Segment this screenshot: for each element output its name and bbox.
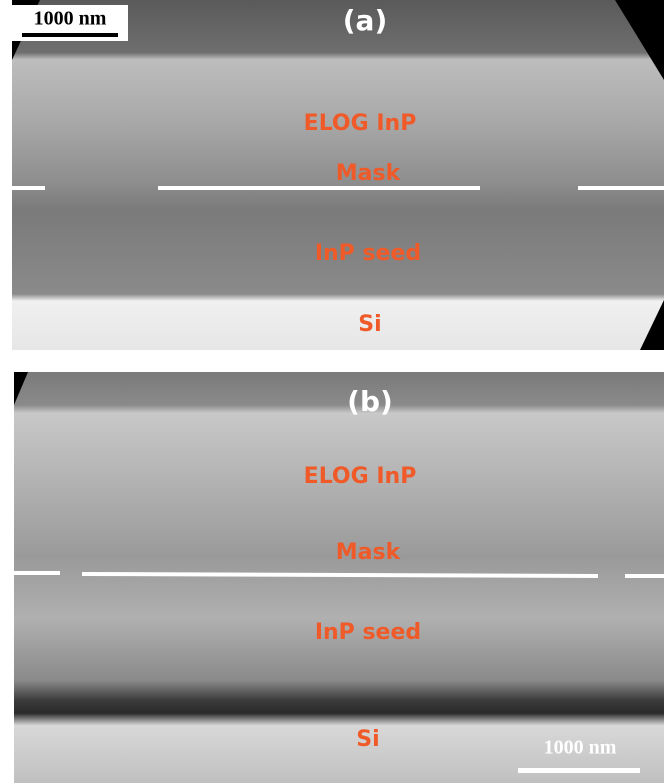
layer-label: Si — [356, 727, 379, 752]
layer-label: Mask — [336, 161, 402, 186]
scale-label: 1000 nm — [34, 8, 107, 30]
panel-b: (b) ELOG InP Mask InP seed Si 1000 nm — [14, 372, 664, 783]
layer-label: InP seed — [315, 241, 421, 266]
figure: 1000 nm (a) ELOG InP Mask InP seed Si (b… — [0, 0, 664, 783]
layer-label: Mask — [336, 540, 402, 565]
scale-bar — [518, 768, 640, 773]
scale-label: 1000 nm — [544, 737, 617, 759]
layer-label: Si — [358, 312, 381, 337]
panel-label: (b) — [347, 385, 393, 418]
scale-bar — [22, 33, 118, 37]
layer-label: InP seed — [315, 620, 421, 645]
mask-line — [82, 574, 598, 576]
layer-label: ELOG InP — [304, 464, 417, 489]
layer-label: ELOG InP — [304, 111, 417, 136]
panel-a: 1000 nm (a) ELOG InP Mask InP seed Si — [12, 0, 664, 350]
panel-label: (a) — [343, 4, 388, 37]
